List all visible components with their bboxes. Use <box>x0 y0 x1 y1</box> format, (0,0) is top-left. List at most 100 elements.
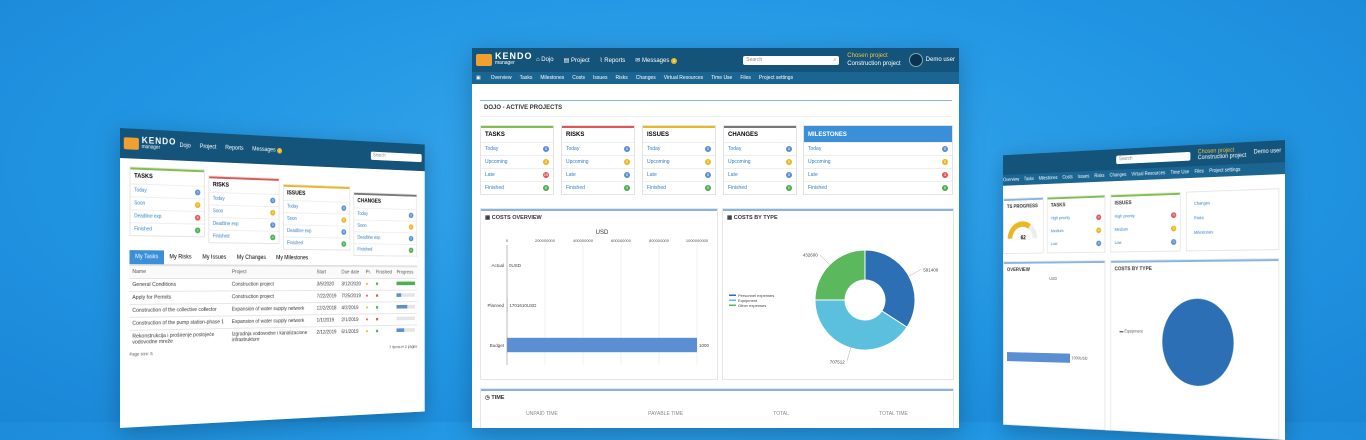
tab-my-changes[interactable]: My Changes <box>232 251 271 265</box>
subnav-item-milestones[interactable]: Milestones <box>540 75 564 81</box>
card-row[interactable]: Finished0 <box>643 181 715 194</box>
left-page-size[interactable]: Page size: 5 <box>129 351 152 357</box>
card-row[interactable]: Late0 <box>724 168 796 181</box>
column-header[interactable]: Progress <box>394 267 417 279</box>
column-header[interactable]: Due date <box>339 266 363 278</box>
card-row[interactable]: Upcoming0 <box>804 155 952 168</box>
count-badge: 8 <box>195 215 200 221</box>
card-row-label: Soon <box>357 223 366 229</box>
finished-checkbox[interactable]: ■ <box>373 278 394 290</box>
right-subnav-virtual-resources[interactable]: Virtual Resources <box>1131 170 1165 177</box>
right-subnav-project-settings[interactable]: Project settings <box>1209 167 1240 174</box>
column-header[interactable]: Finished <box>373 267 394 279</box>
left-nav-dojo[interactable]: Dojo <box>180 143 191 149</box>
card-row[interactable]: Finished0 <box>562 181 634 194</box>
right-subnav-costs[interactable]: Costs <box>1062 175 1072 181</box>
finished-checkbox[interactable]: ■ <box>373 325 394 342</box>
subnav-home-icon[interactable]: ▣ <box>476 75 481 81</box>
right-search[interactable]: Search <box>1116 151 1190 163</box>
right-subnav-overview[interactable]: Overview <box>1003 177 1019 183</box>
card-row[interactable]: Deadline exp0 <box>284 224 350 237</box>
nav-reports[interactable]: ⌇ Reports <box>600 57 626 64</box>
count-badge: 0 <box>341 241 346 247</box>
right-subnav-files[interactable]: Files <box>1194 169 1203 175</box>
subnav-item-tasks[interactable]: Tasks <box>520 75 533 81</box>
card-row[interactable]: Late15 <box>481 168 553 181</box>
subnav-item-changes[interactable]: Changes <box>636 75 656 81</box>
card-row[interactable]: Finished0 <box>724 181 796 194</box>
card-row[interactable]: Today0 <box>562 142 634 155</box>
card-row[interactable]: Finished0 <box>284 237 350 250</box>
left-nav-reports[interactable]: Reports <box>225 145 243 152</box>
right-subnav-risks[interactable]: Risks <box>1094 173 1104 179</box>
subnav-item-virtual-resources[interactable]: Virtual Resources <box>664 75 703 81</box>
card-row[interactable]: Today0 <box>804 142 952 155</box>
right-subnav-milestones[interactable]: Milestones <box>1039 175 1058 181</box>
card-row[interactable]: Finished0 <box>354 243 416 255</box>
column-header[interactable]: Name <box>129 266 229 279</box>
priority-icon: ● <box>363 314 373 326</box>
card-row[interactable]: Late0 <box>562 168 634 181</box>
right-user[interactable]: Demo user <box>1254 148 1282 155</box>
card-row-label: Finished <box>134 226 152 232</box>
right-subnav-changes[interactable]: Changes <box>1110 172 1127 178</box>
column-header[interactable]: Start <box>314 266 339 278</box>
y-category-label: Actual <box>491 263 504 268</box>
column-header[interactable]: Pr. <box>363 267 373 279</box>
card-row[interactable]: Finished2 <box>130 222 204 236</box>
tab-my-issues[interactable]: My Issues <box>197 251 232 265</box>
card-row[interactable]: Finished0 <box>804 181 952 194</box>
card-row[interactable]: Low0 <box>1111 235 1180 250</box>
nav-messages[interactable]: ✉ Messages 2 <box>635 57 677 64</box>
finished-checkbox[interactable]: ■ <box>373 290 394 302</box>
nav-project[interactable]: ▤ Project <box>564 57 590 64</box>
chosen-project[interactable]: Chosen projectConstruction project <box>847 52 900 68</box>
left-search[interactable]: Search <box>371 151 422 162</box>
card-row[interactable]: Upcoming0 <box>481 155 553 168</box>
count-badge: 0 <box>341 217 346 223</box>
center-screenshot: KENDOmanager ⌂ Dojo ▤ Project ⌇ Reports … <box>472 48 959 428</box>
subnav-item-risks[interactable]: Risks <box>616 75 628 81</box>
card-title: ISSUES <box>643 126 715 142</box>
right-subnav-issues[interactable]: Issues <box>1078 174 1090 180</box>
avatar[interactable] <box>909 53 923 67</box>
card-row[interactable]: Deadline exp0 <box>354 231 416 244</box>
card-row[interactable]: Finished6 <box>481 181 553 194</box>
card-row[interactable]: Late0 <box>643 168 715 181</box>
subnav-item-costs[interactable]: Costs <box>572 75 585 81</box>
card-row[interactable]: Upcoming0 <box>562 155 634 168</box>
column-header[interactable]: Project <box>229 266 314 278</box>
finished-checkbox[interactable]: ■ <box>373 302 394 314</box>
card-row[interactable]: Medium0 <box>1111 222 1180 237</box>
subnav-item-files[interactable]: Files <box>740 75 751 81</box>
search-icon[interactable]: ⌕ <box>833 57 836 63</box>
subnav-item-project-settings[interactable]: Project settings <box>759 75 793 81</box>
user-name[interactable]: Demo user <box>926 57 955 63</box>
tab-my-milestones[interactable]: My Milestones <box>271 252 313 265</box>
subnav-item-time-use[interactable]: Time Use <box>711 75 732 81</box>
right-subnav-tasks[interactable]: Tasks <box>1024 176 1034 182</box>
nav-dojo[interactable]: ⌂ Dojo <box>536 57 554 63</box>
card-row[interactable]: Medium0 <box>1048 224 1105 238</box>
card-row[interactable]: Today0 <box>643 142 715 155</box>
count-badge: 0 <box>409 248 414 253</box>
finished-checkbox[interactable]: ■ <box>373 314 394 326</box>
subnav-item-issues[interactable]: Issues <box>593 75 607 81</box>
left-nav-messages[interactable]: Messages 2 <box>252 147 282 154</box>
list-item[interactable]: Milestones <box>1187 223 1279 240</box>
card-row[interactable]: Deadline exp0 <box>209 217 278 231</box>
card-row[interactable]: Upcoming0 <box>724 155 796 168</box>
right-subnav-time-use[interactable]: Time Use <box>1170 169 1189 176</box>
card-row[interactable]: Upcoming0 <box>643 155 715 168</box>
tab-my-risks[interactable]: My Risks <box>164 250 197 264</box>
search-input[interactable]: Search⌕ <box>743 56 839 65</box>
bar-budget[interactable] <box>507 338 697 352</box>
tab-my-tasks[interactable]: My Tasks <box>129 250 163 264</box>
card-row[interactable]: Late3 <box>804 168 952 181</box>
card-row[interactable]: Today0 <box>724 142 796 155</box>
card-row[interactable]: Low0 <box>1048 237 1105 251</box>
card-row[interactable]: Finished0 <box>209 230 278 244</box>
card-row[interactable]: Today0 <box>481 142 553 155</box>
left-nav-project[interactable]: Project <box>200 144 217 151</box>
subnav-item-overview[interactable]: Overview <box>491 75 512 81</box>
